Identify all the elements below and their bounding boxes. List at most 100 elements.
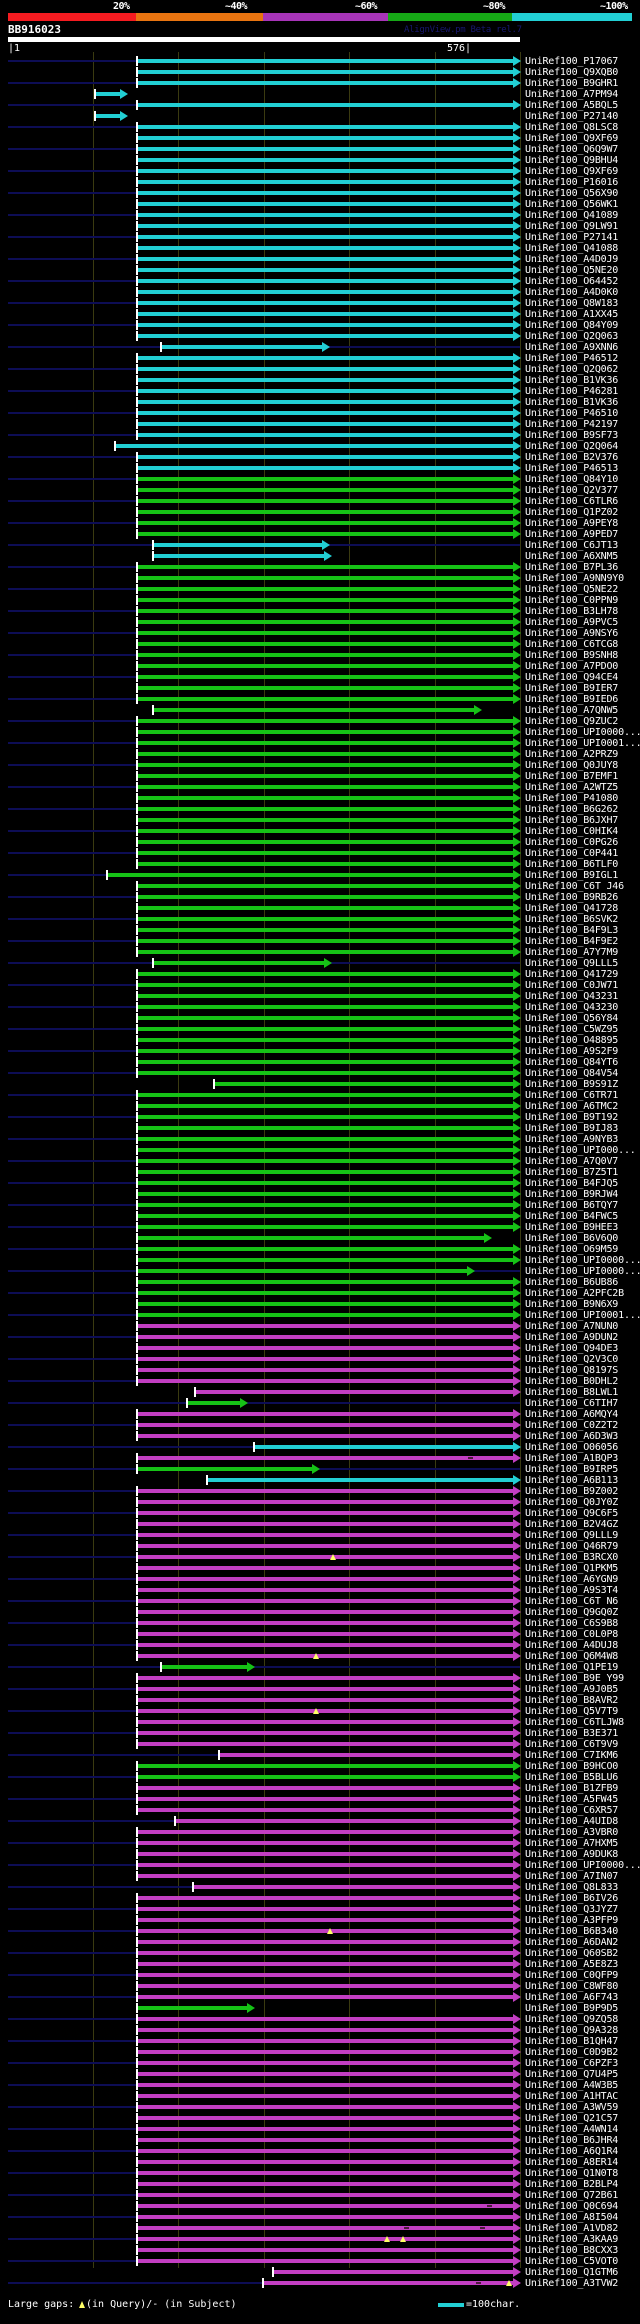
alignment-row[interactable]: UniRef100_A3KAA9 xyxy=(0,2234,640,2245)
alignment-row[interactable]: UniRef100_Q72B61 xyxy=(0,2190,640,2201)
hit-accession-label[interactable]: UniRef100_B4F9L3 xyxy=(525,925,619,936)
alignment-row[interactable]: UniRef100_A1XX45 xyxy=(0,309,640,320)
hsp-bar[interactable] xyxy=(136,1379,513,1383)
alignment-row[interactable]: UniRef100_Q84Y09 xyxy=(0,320,640,331)
alignment-row[interactable]: UniRef100_Q8LSC8 xyxy=(0,122,640,133)
hsp-bar[interactable] xyxy=(136,829,513,833)
hsp-bar[interactable] xyxy=(136,1170,513,1174)
hit-accession-label[interactable]: UniRef100_Q9A328 xyxy=(525,2025,619,2036)
alignment-row[interactable]: UniRef100_C6TLJW8 xyxy=(0,1717,640,1728)
hit-accession-label[interactable]: UniRef100_A3PFP9 xyxy=(525,1915,619,1926)
alignment-row[interactable]: UniRef100_A6YGN9 xyxy=(0,1574,640,1585)
alignment-row[interactable]: UniRef100_A2PFC2B xyxy=(0,1288,640,1299)
hsp-bar[interactable] xyxy=(152,554,324,558)
alignment-row[interactable]: UniRef100_B6JHR4 xyxy=(0,2135,640,2146)
hsp-bar[interactable] xyxy=(136,1368,513,1372)
hit-accession-label[interactable]: UniRef100_B6TQY7 xyxy=(525,1200,619,1211)
hsp-bar[interactable] xyxy=(152,961,324,965)
alignment-row[interactable]: UniRef100_P46281 xyxy=(0,386,640,397)
hit-accession-label[interactable]: UniRef100_A1HTAC xyxy=(525,2091,619,2102)
alignment-row[interactable]: UniRef100_A9PED7 xyxy=(0,529,640,540)
hsp-bar[interactable] xyxy=(206,1478,513,1482)
hit-accession-label[interactable]: UniRef100_A9NSY6 xyxy=(525,628,619,639)
hit-accession-label[interactable]: UniRef100_O06056 xyxy=(525,1442,619,1453)
alignment-row[interactable]: UniRef100_Q0JUY8 xyxy=(0,760,640,771)
alignment-row[interactable]: UniRef100_B9IGL1 xyxy=(0,870,640,881)
hit-accession-label[interactable]: UniRef100_B9SNH8 xyxy=(525,650,619,661)
hit-accession-label[interactable]: UniRef100_A6YGN9 xyxy=(525,1574,619,1585)
hsp-bar[interactable] xyxy=(136,1115,513,1119)
alignment-row[interactable]: UniRef100_O06056 xyxy=(0,1442,640,1453)
alignment-row[interactable]: UniRef100_B9N6X9 xyxy=(0,1299,640,1310)
alignment-row[interactable]: UniRef100_P46513 xyxy=(0,463,640,474)
hit-accession-label[interactable]: UniRef100_C6S9B8 xyxy=(525,1618,619,1629)
hsp-bar[interactable] xyxy=(136,2215,513,2219)
hsp-bar[interactable] xyxy=(136,1137,513,1141)
hsp-bar[interactable] xyxy=(136,2138,513,2142)
alignment-row[interactable]: UniRef100_B0DHL2 xyxy=(0,1376,640,1387)
alignment-row[interactable]: UniRef100_Q9BHU4 xyxy=(0,155,640,166)
hit-accession-label[interactable]: UniRef100_C5VOT0 xyxy=(525,2256,619,2267)
hsp-bar[interactable] xyxy=(136,1709,513,1713)
hit-accession-label[interactable]: UniRef100_A6D3W3 xyxy=(525,1431,619,1442)
alignment-row[interactable]: UniRef100_Q9A328 xyxy=(0,2025,640,2036)
hit-accession-label[interactable]: UniRef100_A1VD82 xyxy=(525,2223,619,2234)
hsp-bar[interactable] xyxy=(136,818,513,822)
hit-accession-label[interactable]: UniRef100_C0QFP9 xyxy=(525,1970,619,1981)
hit-accession-label[interactable]: UniRef100_C6TCG8 xyxy=(525,639,619,650)
hit-accession-label[interactable]: UniRef100_A2PFC2B xyxy=(525,1288,624,1299)
alignment-row[interactable]: UniRef100_C8WF80 xyxy=(0,1981,640,1992)
alignment-row[interactable]: UniRef100_Q56WK1 xyxy=(0,199,640,210)
alignment-row[interactable]: UniRef100_A7HXM5 xyxy=(0,1838,640,1849)
hsp-bar[interactable] xyxy=(136,950,513,954)
hsp-bar[interactable] xyxy=(136,1060,513,1064)
alignment-row[interactable]: UniRef100_A1HTAC xyxy=(0,2091,640,2102)
alignment-row[interactable]: UniRef100_O48895 xyxy=(0,1035,640,1046)
alignment-row[interactable]: UniRef100_B6TQY7 xyxy=(0,1200,640,1211)
hsp-bar[interactable] xyxy=(136,1269,467,1273)
hsp-bar[interactable] xyxy=(136,1929,513,1933)
hsp-bar[interactable] xyxy=(136,455,513,459)
hit-accession-label[interactable]: UniRef100_B0DHL2 xyxy=(525,1376,619,1387)
alignment-row[interactable]: UniRef100_B6V6Q0 xyxy=(0,1233,640,1244)
alignment-row[interactable]: UniRef100_B9IER7 xyxy=(0,683,640,694)
alignment-row[interactable]: UniRef100_UPI0000... xyxy=(0,1266,640,1277)
hsp-bar[interactable] xyxy=(136,1434,513,1438)
hit-accession-label[interactable]: UniRef100_C0L0P8 xyxy=(525,1629,619,1640)
hsp-bar[interactable] xyxy=(136,510,513,514)
hit-accession-label[interactable]: UniRef100_Q5NE20 xyxy=(525,265,619,276)
hsp-bar[interactable] xyxy=(136,1786,513,1790)
hit-accession-label[interactable]: UniRef100_A8ER14 xyxy=(525,2157,619,2168)
alignment-row[interactable]: UniRef100_B3E371 xyxy=(0,1728,640,1739)
hit-accession-label[interactable]: UniRef100_B6JXH7 xyxy=(525,815,619,826)
hit-accession-label[interactable]: UniRef100_B3LH78 xyxy=(525,606,619,617)
alignment-row[interactable]: UniRef100_Q41729 xyxy=(0,969,640,980)
alignment-row[interactable]: UniRef100_B3RCX0 xyxy=(0,1552,640,1563)
alignment-row[interactable]: UniRef100_C0HIK4 xyxy=(0,826,640,837)
alignment-row[interactable]: UniRef100_B2BLP4 xyxy=(0,2179,640,2190)
hsp-bar[interactable] xyxy=(136,367,513,371)
alignment-row[interactable]: UniRef100_A4WN14 xyxy=(0,2124,640,2135)
hit-accession-label[interactable]: UniRef100_UPI0000... xyxy=(525,1255,640,1266)
alignment-row[interactable]: UniRef100_B6B340 xyxy=(0,1926,640,1937)
hsp-bar[interactable] xyxy=(136,2193,513,2197)
hsp-bar[interactable] xyxy=(136,983,513,987)
hit-accession-label[interactable]: UniRef100_Q9LLL5 xyxy=(525,958,619,969)
hit-accession-label[interactable]: UniRef100_P16016 xyxy=(525,177,619,188)
alignment-row[interactable]: UniRef100_B1QH47 xyxy=(0,2036,640,2047)
hit-accession-label[interactable]: UniRef100_Q0JY0Z xyxy=(525,1497,619,1508)
hsp-bar[interactable] xyxy=(136,796,513,800)
hit-accession-label[interactable]: UniRef100_B7EMF1 xyxy=(525,771,619,782)
hsp-bar[interactable] xyxy=(136,2116,513,2120)
hit-accession-label[interactable]: UniRef100_A4W3B5 xyxy=(525,2080,619,2091)
hsp-bar[interactable] xyxy=(136,1313,513,1317)
alignment-row[interactable]: UniRef100_Q43231 xyxy=(0,991,640,1002)
alignment-row[interactable]: UniRef100_B9IJ83 xyxy=(0,1123,640,1134)
alignment-row[interactable]: UniRef100_Q6M4W8 xyxy=(0,1651,640,1662)
alignment-row[interactable]: UniRef100_P27141 xyxy=(0,232,640,243)
alignment-row[interactable]: UniRef100_B9IRP5 xyxy=(0,1464,640,1475)
hsp-bar[interactable] xyxy=(136,664,513,668)
hsp-bar[interactable] xyxy=(136,1412,513,1416)
hit-accession-label[interactable]: UniRef100_Q9C6F5 xyxy=(525,1508,619,1519)
alignment-row[interactable]: UniRef100_C6XR57 xyxy=(0,1805,640,1816)
